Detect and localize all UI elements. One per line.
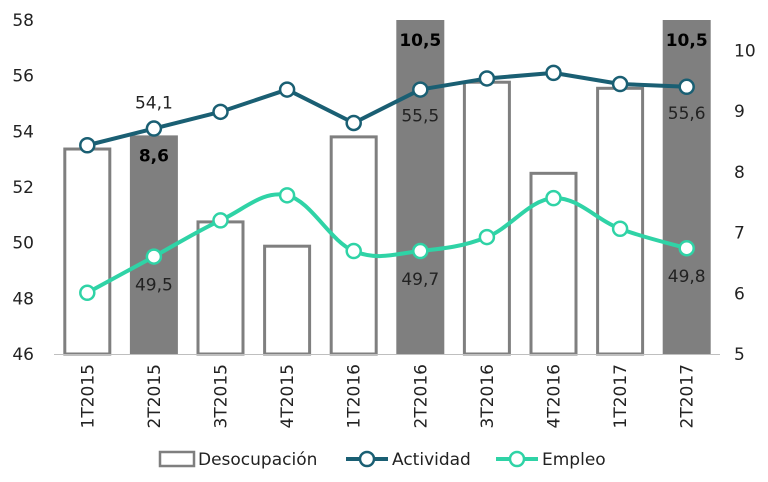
y-left-tick-56: 56 <box>12 67 34 87</box>
y-right-tick-8: 8 <box>734 163 745 183</box>
y-right-tick-10: 10 <box>734 41 756 61</box>
y-left-tick-58: 58 <box>12 11 34 31</box>
actividad-point-1T2015 <box>79 137 96 154</box>
bar-desocupacion-2T2016 <box>396 20 445 354</box>
empleo-label-2T2015: 49,5 <box>135 276 173 296</box>
legend-marker-empleo <box>508 450 526 468</box>
actividad-point-3T2015 <box>212 103 229 121</box>
y-left-tick-48: 48 <box>12 289 34 309</box>
empleo-point-2T2017 <box>678 239 695 257</box>
data-labels-layer: 8,6 10,5 10,5 54,1 55,5 55,6 49,5 49,7 49,8 <box>135 31 708 296</box>
bar-desocupacion-2T2015 <box>129 135 178 354</box>
y-right-tick-7: 7 <box>734 224 745 244</box>
legend: Desocupación Actividad Empleo <box>158 450 606 470</box>
actividad-point-1T2016 <box>345 114 362 132</box>
bar-label-2T2016: 10,5 <box>399 31 441 51</box>
legend-label-empleo: Empleo <box>542 450 606 470</box>
y-right-tick-5: 5 <box>734 345 745 365</box>
bar-desocupacion-1T2015 <box>63 147 112 356</box>
x-tick-2T2016: 2T2016 <box>411 364 431 428</box>
bar-desocupacion-2T2017 <box>662 20 711 354</box>
x-tick-4T2015: 4T2015 <box>278 364 298 428</box>
empleo-point-1T2017 <box>611 220 629 237</box>
x-tick-3T2016: 3T2016 <box>478 364 498 428</box>
bar-label-2T2015: 8,6 <box>139 146 169 166</box>
empleo-label-2T2016: 49,7 <box>401 270 439 290</box>
x-tick-2T2015: 2T2015 <box>145 364 165 428</box>
empleo-point-4T2016 <box>545 189 562 207</box>
x-tick-1T2015: 1T2015 <box>78 364 98 428</box>
y-left-tick-50: 50 <box>12 234 34 254</box>
actividad-point-4T2015 <box>278 81 296 98</box>
bars-layer <box>63 20 711 356</box>
empleo-line <box>86 192 688 295</box>
actividad-label-2T2017: 55,6 <box>668 104 706 124</box>
empleo-point-3T2016 <box>478 228 496 246</box>
x-tick-4T2016: 4T2016 <box>545 364 565 428</box>
actividad-label-2T2016: 55,5 <box>401 107 439 127</box>
y-right-tick-6: 6 <box>734 284 745 304</box>
y-left-tick-46: 46 <box>12 345 34 365</box>
empleo-point-4T2015 <box>278 187 296 204</box>
empleo-point-3T2015 <box>212 212 229 229</box>
y-right-tick-9: 9 <box>734 102 745 122</box>
actividad-point-3T2016 <box>478 70 496 87</box>
actividad-point-1T2017 <box>611 75 629 93</box>
actividad-label-2T2015: 54,1 <box>135 94 173 114</box>
legend-marker-actividad <box>358 450 376 468</box>
y-left-tick-54: 54 <box>12 122 34 142</box>
actividad-point-2T2016 <box>412 81 429 98</box>
x-tick-1T2016: 1T2016 <box>345 364 365 428</box>
empleo-label-2T2017: 49,8 <box>668 267 706 287</box>
empleo-point-1T2015 <box>79 284 96 302</box>
actividad-line <box>86 70 687 148</box>
x-tick-1T2017: 1T2017 <box>611 364 631 428</box>
legend-label-actividad: Actividad <box>392 450 471 470</box>
empleo-point-2T2015 <box>145 248 163 265</box>
lines-layer <box>79 64 695 302</box>
actividad-point-2T2017 <box>678 78 695 96</box>
x-tick-2T2017: 2T2017 <box>678 364 698 428</box>
bar-desocupacion-3T2015 <box>196 220 245 356</box>
y-left-tick-52: 52 <box>12 178 34 198</box>
x-tick-3T2015: 3T2015 <box>212 364 232 428</box>
empleo-point-2T2016 <box>412 242 429 260</box>
empleo-point-1T2016 <box>345 242 362 260</box>
legend-label-desocupacion: Desocupación <box>198 450 317 470</box>
bar-label-2T2017: 10,5 <box>666 31 708 51</box>
bar-desocupacion-4T2015 <box>263 244 312 356</box>
legend-swatch-desocupacion <box>158 450 196 468</box>
actividad-point-2T2015 <box>145 120 163 137</box>
actividad-point-4T2016 <box>545 64 562 82</box>
bar-desocupacion-3T2016 <box>462 80 511 356</box>
